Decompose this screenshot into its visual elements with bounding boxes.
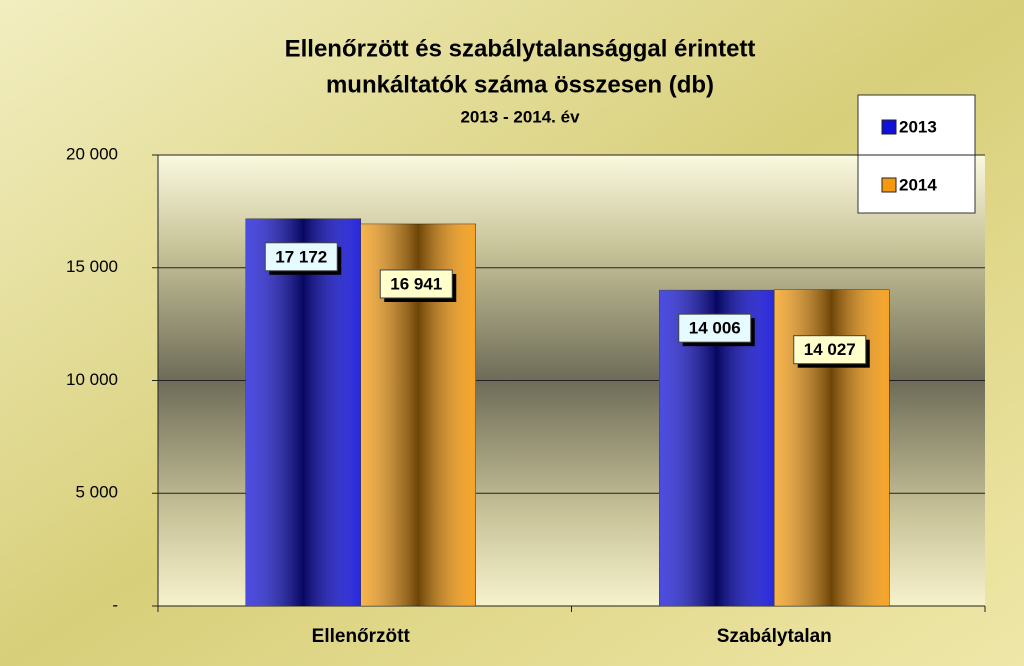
bar bbox=[245, 218, 361, 607]
value-label: 17 172 bbox=[275, 247, 327, 266]
y-tick-label: 15 000 bbox=[66, 257, 118, 276]
y-tick-label: 5 000 bbox=[75, 483, 118, 502]
label-box bbox=[379, 269, 453, 299]
chart-title: munkáltatók száma összesen (db) bbox=[326, 71, 714, 98]
value-label: 14 006 bbox=[689, 319, 741, 338]
chart-subtitle: 2013 - 2014. év bbox=[460, 107, 580, 126]
x-tick-label: Ellenőrzött bbox=[312, 626, 411, 647]
value-label: 16 941 bbox=[390, 274, 442, 293]
legend-swatch bbox=[881, 177, 897, 193]
x-tick-label: Szabálytalan bbox=[717, 626, 832, 647]
y-tick-label: 20 000 bbox=[66, 144, 118, 163]
legend-label: 2013 bbox=[899, 117, 937, 136]
chart-title: Ellenőrzött és szabálytalansággal érinte… bbox=[285, 35, 756, 62]
label-box bbox=[793, 335, 867, 365]
legend bbox=[857, 94, 976, 214]
value-label: 14 027 bbox=[804, 340, 856, 359]
label-box bbox=[678, 313, 752, 343]
y-tick-label: 10 000 bbox=[66, 370, 118, 389]
legend-label: 2014 bbox=[899, 175, 937, 194]
label-box bbox=[264, 242, 338, 272]
legend-swatch bbox=[881, 119, 897, 135]
y-tick-label: - bbox=[112, 595, 118, 614]
